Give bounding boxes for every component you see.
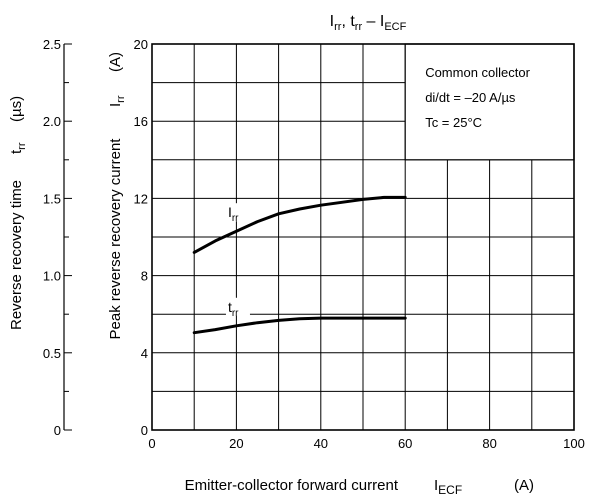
plot-area: Common collector di/dt = –20 A/µs Tc = 25°… [151,43,575,431]
time-tick-label: 0.5 [43,346,61,361]
x-tick-label: 40 [314,436,328,451]
y-tick-label: 16 [134,114,148,129]
data-series: Irr trr [192,195,407,335]
time-axis-symbol: trr [8,142,28,154]
x-axis-label: Emitter-collector forward current [185,477,399,494]
time-axis-unit: (µs) [8,96,25,122]
x-tick-label: 0 [148,436,155,451]
x-axis: 0 20 40 60 80 100 [148,436,584,451]
x-axis-unit: (A) [514,477,534,494]
condition-text: Tc = 25°C [425,115,482,130]
chart-title: Irr, trr – IECF [330,13,407,33]
series-line-trr [192,316,407,335]
x-tick-label: 100 [563,436,585,451]
current-axis: 0 4 8 12 16 20 [134,37,148,438]
time-tick-label: 1.5 [43,191,61,206]
y-tick-label: 20 [134,37,148,52]
condition-text: di/dt = –20 A/µs [425,90,516,105]
y-tick-label: 0 [141,423,148,438]
time-tick-label: 1.0 [43,269,61,284]
series-label-irr: Irr [228,204,239,224]
x-tick-label: 60 [398,436,412,451]
y-tick-label: 8 [141,269,148,284]
series-label-trr: trr [228,299,239,319]
series-label-bg [225,297,250,316]
time-tick-label: 2.0 [43,114,61,129]
current-axis-unit: (A) [107,52,124,72]
x-tick-label: 80 [482,436,496,451]
series-label-bg [225,203,250,222]
conditions-box: Common collector di/dt = –20 A/µs Tc = 25°… [404,43,575,161]
current-axis-label: Peak reverse recovery current [107,138,124,340]
x-axis-symbol: IECF [434,477,462,497]
y-tick-label: 4 [141,346,148,361]
time-tick-label: 0 [54,423,61,438]
y-tick-label: 12 [134,191,148,206]
x-tick-label: 20 [229,436,243,451]
time-axis-label: Reverse recovery time [8,180,25,330]
condition-text: Common collector [425,65,530,80]
series-line-irr [192,195,407,254]
current-axis-symbol: Irr [107,95,127,107]
time-tick-label: 2.5 [43,37,61,52]
plot-frame [151,43,575,431]
time-axis: 0 0.5 1.0 1.5 2.0 2.5 [43,37,72,438]
